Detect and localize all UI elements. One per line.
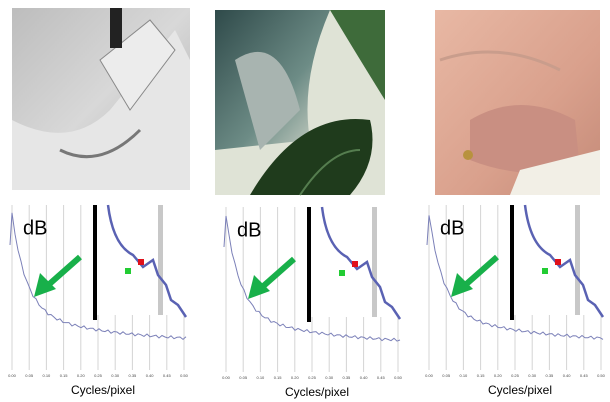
arrow-head (248, 275, 270, 299)
x-tick-label: 0.35 (546, 373, 555, 378)
x-tick-label: 0.40 (146, 373, 155, 378)
x-tick-label: 0.20 (291, 375, 300, 380)
x-tick-label: 0.50 (394, 375, 403, 380)
inset-curve (106, 204, 188, 318)
x-axis-label: Cycles/pixel (71, 383, 135, 397)
x-tick-label: 0.40 (563, 373, 572, 378)
x-tick-label: 0.00 (222, 375, 231, 380)
x-tick-label: 0.45 (580, 373, 589, 378)
x-tick-label: 0.30 (528, 373, 537, 378)
x-tick-label: 0.00 (8, 373, 17, 378)
spectrum-plot: dB 0.00 0.05 0.10 0.15 0.20 0.25 0.30 0.35 0.40 0.… (425, 204, 606, 397)
inset-border (307, 207, 311, 322)
y-axis-label: dB (237, 219, 261, 241)
x-tick-label: 0.05 (25, 373, 34, 378)
x-tick-label: 0.10 (257, 375, 266, 380)
x-tick-label: 0.30 (111, 373, 120, 378)
photo (215, 10, 385, 196)
x-tick-label: 0.00 (425, 373, 434, 378)
x-tick-label: 0.35 (129, 373, 138, 378)
spectrum-plot: dB 0.00 0.05 0.10 0.15 0.20 0.25 0.30 0.35 0.40 0.… (222, 206, 403, 399)
inset-marker (372, 207, 377, 317)
x-tick-label: 0.20 (77, 373, 86, 378)
red-point (352, 261, 358, 267)
spectrum-plot: dB 0.00 0.05 0.10 0.15 0.20 0.25 0.30 0.35 0.40 0.… (8, 204, 189, 397)
x-tick-label: 0.25 (511, 373, 520, 378)
arrow (258, 256, 296, 292)
x-tick-label: 0.40 (360, 375, 369, 380)
arrow-head (451, 273, 473, 297)
spectrum-curve (426, 215, 604, 340)
x-tick-label: 0.15 (477, 373, 486, 378)
inset-border (93, 205, 97, 320)
x-tick-label: 0.30 (325, 375, 334, 380)
green-point (339, 270, 345, 276)
x-tick-label: 0.50 (597, 373, 606, 378)
inset-border (510, 205, 514, 320)
x-tick-label: 0.50 (180, 373, 189, 378)
spectrum-curve (223, 215, 401, 342)
green-point (542, 268, 548, 274)
x-tick-label: 0.25 (94, 373, 103, 378)
x-tick-label: 0.20 (494, 373, 503, 378)
spectrum-curve (9, 212, 187, 341)
x-tick-label: 0.25 (308, 375, 317, 380)
x-tick-label: 0.05 (239, 375, 248, 380)
x-tick-label: 0.45 (377, 375, 386, 380)
inset-curve (320, 206, 402, 320)
red-point (138, 259, 144, 265)
x-tick-label: 0.10 (460, 373, 469, 378)
x-tick-label: 0.10 (43, 373, 52, 378)
inset-marker (575, 205, 580, 315)
green-point (125, 268, 131, 274)
inset-curve (523, 204, 605, 318)
red-point (555, 259, 561, 265)
arrow (44, 254, 82, 290)
x-tick-label: 0.45 (163, 373, 172, 378)
arrow (461, 254, 499, 290)
x-tick-label: 0.15 (274, 375, 283, 380)
x-axis-label: Cycles/pixel (285, 385, 349, 399)
photo (435, 10, 600, 195)
x-tick-label: 0.05 (442, 373, 451, 378)
arrow-head (34, 273, 56, 297)
x-tick-label: 0.15 (60, 373, 69, 378)
y-axis-label: dB (23, 217, 47, 239)
x-axis-label: Cycles/pixel (488, 383, 552, 397)
y-axis-label: dB (440, 217, 464, 239)
photo (12, 8, 190, 190)
inset-marker (158, 205, 163, 315)
x-tick-label: 0.35 (343, 375, 352, 380)
